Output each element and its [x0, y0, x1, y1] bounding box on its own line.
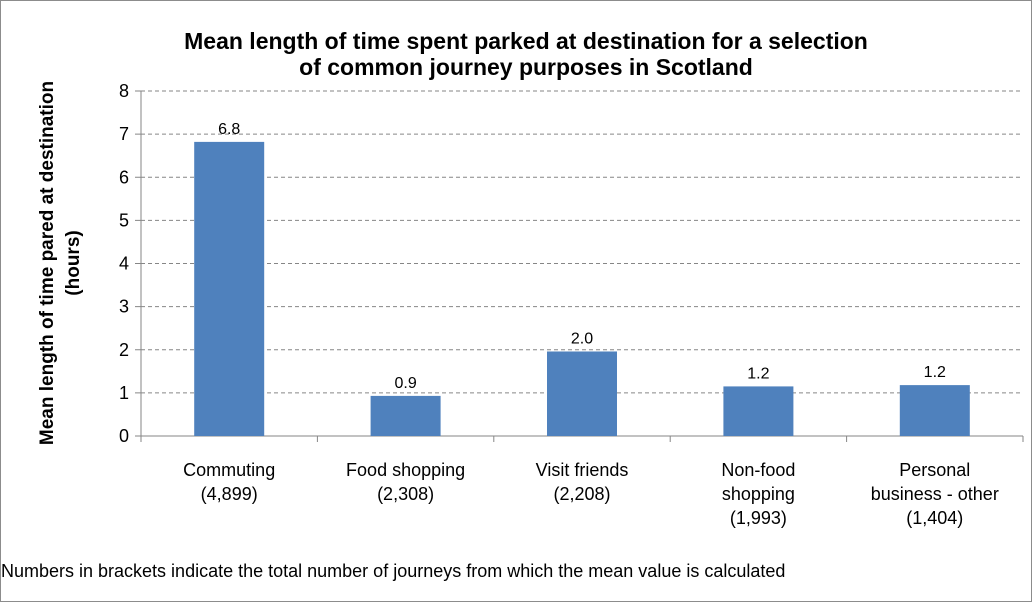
bar [547, 351, 617, 436]
x-tick-label: Food shopping [346, 460, 465, 480]
x-tick-label: (1,993) [730, 508, 787, 528]
y-axis-label-line: Mean length of time pared at destination [37, 81, 58, 445]
data-label: 1.2 [924, 364, 946, 381]
bar [899, 385, 970, 436]
x-tick-label: (4,899) [201, 484, 258, 504]
data-label: 2.0 [571, 330, 593, 347]
x-tick-label: business - other [871, 484, 999, 504]
y-tick-label: 5 [119, 210, 129, 230]
footnote: Numbers in brackets indicate the total n… [1, 561, 786, 581]
x-tick-label: Non-food [721, 460, 795, 480]
y-tick-label: 0 [119, 426, 129, 446]
x-tick-label: Personal [899, 460, 970, 480]
x-tick-label: (2,208) [553, 484, 610, 504]
y-tick-label: 2 [119, 340, 129, 360]
y-tick-label: 8 [119, 81, 129, 101]
bar [370, 395, 441, 436]
data-label: 1.2 [747, 365, 769, 382]
x-tick-label: (2,308) [377, 484, 434, 504]
bar [194, 141, 265, 436]
x-tick-label: Visit friends [536, 460, 629, 480]
data-label: 0.9 [394, 375, 416, 392]
x-tick-label: (1,404) [906, 508, 963, 528]
y-tick-label: 4 [119, 254, 129, 274]
x-tick-label: shopping [722, 484, 795, 504]
y-tick-label: 7 [119, 124, 129, 144]
y-tick-label: 1 [119, 383, 129, 403]
chart-title-line: Mean length of time spent parked at dest… [184, 28, 868, 54]
y-axis-label-line: (hours) [63, 230, 84, 295]
y-tick-label: 6 [119, 167, 129, 187]
bar-chart: Mean length of time spent parked at dest… [37, 28, 1024, 528]
data-label: 6.8 [218, 121, 240, 138]
y-tick-label: 3 [119, 297, 129, 317]
x-tick-label: Commuting [183, 460, 275, 480]
bar [723, 386, 794, 436]
chart-title-line: of common journey purposes in Scotland [299, 54, 753, 80]
